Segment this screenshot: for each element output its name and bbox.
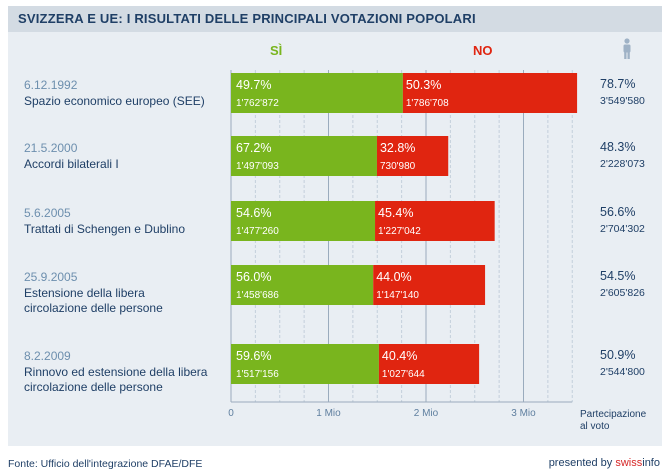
no-votes-label: 1'027'644 bbox=[382, 369, 425, 380]
vote-date: 6.12.1992 bbox=[24, 78, 78, 92]
bar-no bbox=[402, 73, 578, 113]
no-pct-label: 45.4% bbox=[378, 206, 413, 220]
yes-column-label: SÌ bbox=[270, 43, 283, 58]
bar-yes bbox=[231, 344, 379, 384]
yes-pct-label: 67.2% bbox=[236, 141, 271, 155]
no-pct-label: 50.3% bbox=[406, 78, 441, 92]
participation-votes: 2'228'073 bbox=[600, 158, 645, 170]
vote-title: Spazio economico europeo (SEE) bbox=[24, 94, 205, 108]
vote-date: 25.9.2005 bbox=[24, 270, 78, 284]
bar-yes bbox=[231, 73, 403, 113]
x-tick-label: 2 Mio bbox=[414, 408, 439, 419]
yes-votes-label: 1'458'686 bbox=[236, 290, 279, 301]
bar-no bbox=[376, 136, 449, 176]
bar-yes bbox=[231, 136, 377, 176]
chart-title: SVIZZERA E UE: I RISULTATI DELLE PRINCIP… bbox=[18, 11, 476, 26]
yes-votes-label: 1'762'872 bbox=[236, 98, 279, 109]
participation-votes: 2'544'800 bbox=[600, 366, 645, 378]
yes-votes-label: 1'477'260 bbox=[236, 226, 279, 237]
bar-yes bbox=[231, 201, 376, 241]
bar-no bbox=[373, 265, 486, 305]
x-tick-label: 3 Mio bbox=[511, 408, 536, 419]
presented-by: presented by swissinfo bbox=[549, 457, 660, 469]
participation-votes: 2'704'302 bbox=[600, 223, 645, 235]
chart-header: SVIZZERA E UE: I RISULTATI DELLE PRINCIP… bbox=[8, 6, 662, 32]
no-votes-label: 1'786'708 bbox=[406, 98, 449, 109]
no-votes-label: 1'147'140 bbox=[376, 290, 419, 301]
presented-by-text: presented by bbox=[548, 457, 613, 469]
vote-date: 21.5.2000 bbox=[24, 141, 78, 155]
x-tick-label: 1 Mio bbox=[316, 408, 341, 419]
person-icon bbox=[623, 38, 631, 59]
no-column-label: NO bbox=[473, 43, 493, 58]
yes-pct-label: 54.6% bbox=[236, 206, 271, 220]
yes-votes-label: 1'517'156 bbox=[236, 369, 279, 380]
source-note: Fonte: Ufficio dell'integrazione DFAE/DF… bbox=[8, 458, 203, 470]
participation-pct: 78.7% bbox=[600, 77, 636, 91]
no-votes-label: 1'227'042 bbox=[378, 226, 421, 237]
brand-name: swiss bbox=[615, 457, 643, 469]
no-votes-label: 730'980 bbox=[380, 161, 416, 172]
participation-pct: 56.6% bbox=[600, 205, 636, 219]
yes-pct-label: 59.6% bbox=[236, 349, 271, 363]
bar-yes bbox=[231, 265, 374, 305]
bar-no bbox=[378, 344, 480, 384]
yes-pct-label: 49.7% bbox=[236, 78, 271, 92]
participation-votes: 2'605'826 bbox=[600, 287, 645, 299]
vote-title: Estensione della libera circolazione del… bbox=[24, 286, 163, 315]
participation-label: Partecipazione al voto bbox=[580, 409, 647, 432]
no-pct-label: 44.0% bbox=[376, 270, 411, 284]
vote-title: Accordi bilaterali I bbox=[24, 157, 119, 171]
x-tick-label: 0 bbox=[228, 408, 234, 419]
vote-title: Rinnovo ed estensione della libera circo… bbox=[24, 365, 208, 394]
no-pct-label: 32.8% bbox=[380, 141, 415, 155]
vote-date: 8.2.2009 bbox=[24, 349, 71, 363]
bar-no bbox=[375, 201, 495, 241]
participation-pct: 54.5% bbox=[600, 269, 636, 283]
participation-pct: 48.3% bbox=[600, 140, 636, 154]
vote-title: Trattati di Schengen e Dublino bbox=[24, 222, 185, 236]
brand-suffix: info bbox=[642, 457, 660, 469]
no-pct-label: 40.4% bbox=[382, 349, 417, 363]
vote-date: 5.6.2005 bbox=[24, 206, 71, 220]
yes-votes-label: 1'497'093 bbox=[236, 161, 279, 172]
yes-pct-label: 56.0% bbox=[236, 270, 271, 284]
participation-votes: 3'549'580 bbox=[600, 95, 645, 107]
participation-pct: 50.9% bbox=[600, 348, 636, 362]
